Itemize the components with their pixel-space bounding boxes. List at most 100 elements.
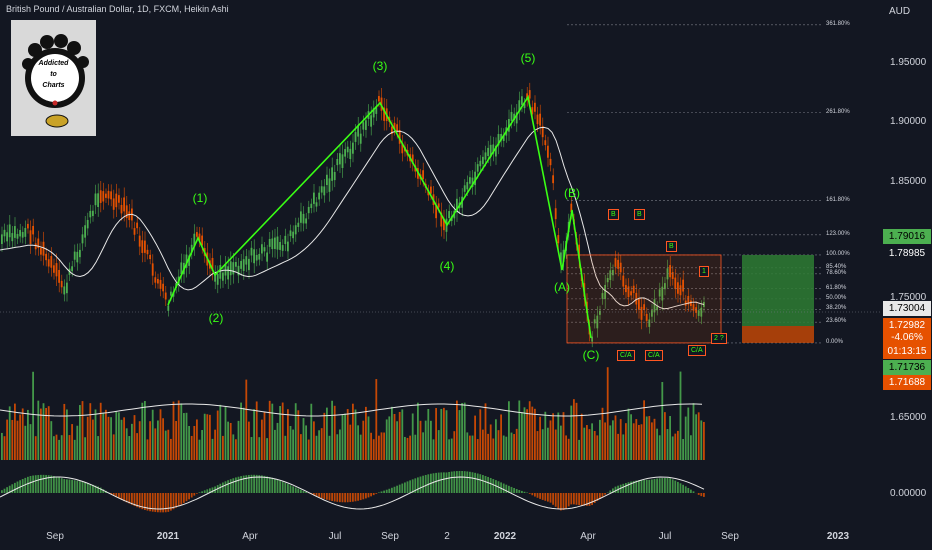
volume-bar xyxy=(8,406,11,460)
volume-bar xyxy=(92,419,94,460)
oscillator-bar xyxy=(261,475,263,493)
volume-bar xyxy=(388,416,391,460)
oscillator-bar xyxy=(404,482,406,493)
volume-bar xyxy=(461,402,463,460)
oscillator-bar xyxy=(549,493,552,503)
price-tag: -4.06% xyxy=(883,330,931,345)
x-tick-label: 2022 xyxy=(493,531,517,542)
fib-label: 0.00% xyxy=(826,338,844,345)
volume-bar xyxy=(352,403,354,460)
oscillator-bar xyxy=(679,483,682,493)
oscillator-bar xyxy=(687,487,690,493)
candle xyxy=(645,313,648,321)
volume-bar xyxy=(648,416,651,460)
oscillator-bar xyxy=(463,471,466,493)
oscillator-bar xyxy=(661,478,664,493)
volume-bar xyxy=(183,413,185,460)
candle xyxy=(612,270,614,276)
candle xyxy=(190,244,193,253)
volume-bar xyxy=(253,409,255,460)
oscillator-bar xyxy=(565,493,567,509)
volume-bar xyxy=(94,409,97,460)
volume-bar xyxy=(614,415,617,460)
candle xyxy=(97,193,99,208)
candle xyxy=(443,218,445,231)
oscillator-bar xyxy=(450,471,453,493)
oscillator-bar xyxy=(128,493,131,504)
oscillator-bar xyxy=(58,477,60,493)
wave-badge: C/A xyxy=(688,345,706,356)
volume-bar xyxy=(695,414,697,460)
price-tag: 1.71736 xyxy=(883,360,931,375)
candle xyxy=(437,203,440,208)
y-tick-label: 1.95000 xyxy=(890,57,927,68)
volume-bar xyxy=(300,434,302,460)
volume-bar xyxy=(617,433,619,460)
candle xyxy=(599,310,601,315)
volume-bar xyxy=(645,416,648,460)
volume-bar xyxy=(99,402,102,460)
oscillator-bar xyxy=(300,489,302,493)
candle xyxy=(71,266,73,272)
oscillator-bar xyxy=(99,487,102,493)
volume-bar xyxy=(588,429,591,460)
target-zone xyxy=(742,254,814,326)
volume-bar xyxy=(354,409,357,460)
oscillator-bar xyxy=(144,493,146,510)
candle xyxy=(500,134,502,141)
oscillator-bar xyxy=(55,476,58,493)
volume-bar xyxy=(484,403,487,460)
volume-bar xyxy=(274,429,276,460)
volume-bar xyxy=(575,402,578,460)
candle xyxy=(346,146,349,153)
candle xyxy=(115,193,118,208)
volume-bar xyxy=(1,432,3,460)
oscillator-bar xyxy=(346,493,349,503)
volume-bar xyxy=(411,413,414,460)
candle xyxy=(526,93,528,101)
candle xyxy=(484,152,487,160)
oscillator-bar xyxy=(305,492,307,493)
volume-bar xyxy=(302,418,305,460)
candle xyxy=(492,144,495,154)
candle xyxy=(518,100,521,112)
oscillator-bar xyxy=(232,478,235,493)
candle xyxy=(229,261,232,276)
candle xyxy=(640,306,643,320)
volume-bar xyxy=(219,404,222,460)
oscillator-bar xyxy=(177,493,180,507)
volume-bar xyxy=(409,435,411,460)
volume-bar xyxy=(71,424,73,460)
oscillator-bar xyxy=(528,493,531,494)
candle xyxy=(671,272,674,280)
candle xyxy=(359,133,362,144)
candle xyxy=(534,102,536,112)
oscillator-bar xyxy=(94,485,97,493)
oscillator-bar xyxy=(521,490,523,493)
price-tag: 1.78985 xyxy=(883,246,931,261)
candle xyxy=(102,191,105,202)
volume-bar xyxy=(349,424,352,460)
candle xyxy=(378,96,380,102)
candle xyxy=(328,178,331,192)
candle xyxy=(383,107,385,121)
candle xyxy=(315,202,318,207)
volume-bar xyxy=(27,409,29,460)
volume-bar xyxy=(76,425,79,460)
candle xyxy=(606,277,609,283)
volume-bar xyxy=(242,407,245,460)
candle xyxy=(648,319,651,327)
wave-label: (A) xyxy=(554,280,570,294)
volume-bar xyxy=(162,418,164,460)
volume-bar xyxy=(674,433,677,460)
candle xyxy=(112,198,115,210)
wave-label: (B) xyxy=(564,186,580,200)
oscillator-bar xyxy=(664,477,666,493)
candle xyxy=(521,96,523,105)
oscillator-bar xyxy=(440,472,443,493)
oscillator-bar xyxy=(175,493,177,508)
oscillator-bar xyxy=(8,485,11,493)
oscillator-bar xyxy=(391,487,393,493)
volume-bar xyxy=(653,418,656,460)
